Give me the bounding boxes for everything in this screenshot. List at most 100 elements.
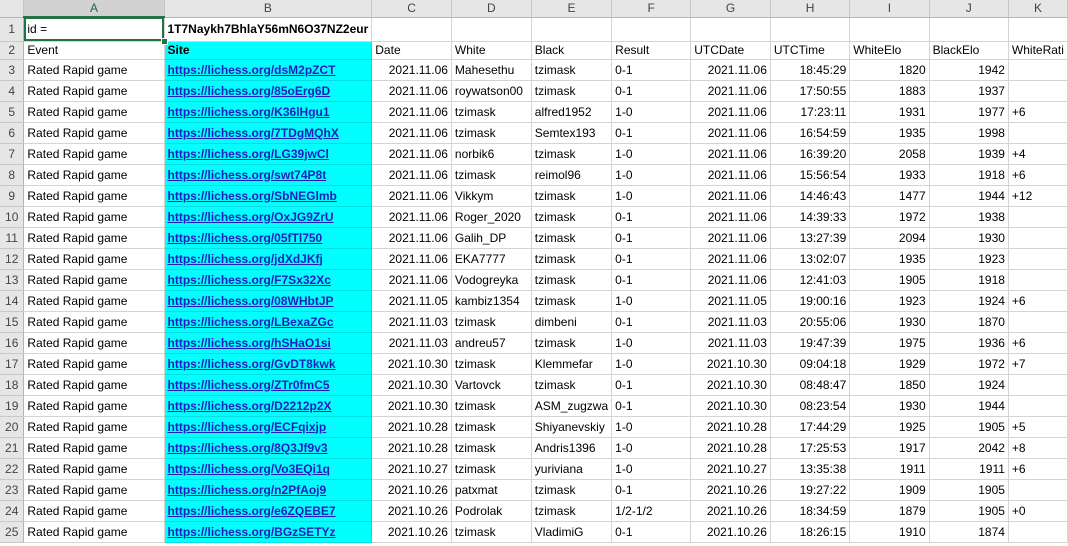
cell-b1-id-value[interactable]: 1T7Naykh7BhlaY56mN6O37NZ2eur xyxy=(164,17,373,42)
cell-white[interactable]: Vikkym xyxy=(451,185,532,207)
cell-black-elo[interactable]: 1923 xyxy=(929,248,1009,270)
cell-event[interactable]: Rated Rapid game xyxy=(23,458,165,480)
cell-black[interactable]: tzimask xyxy=(531,206,613,228)
cell-white[interactable]: norbik6 xyxy=(451,143,532,165)
cell-date[interactable]: 2021.11.06 xyxy=(371,101,452,123)
cell-white[interactable]: tzimask xyxy=(451,353,532,375)
cell-date[interactable]: 2021.11.06 xyxy=(371,59,452,81)
row-header[interactable]: 6 xyxy=(0,122,25,144)
cell-event[interactable]: Rated Rapid game xyxy=(23,311,165,333)
cell-white[interactable]: Vartovck xyxy=(451,374,532,396)
cell-result[interactable]: 1-0 xyxy=(611,458,692,480)
column-header-c[interactable]: C xyxy=(371,0,452,18)
cell-utcdate[interactable]: 2021.10.30 xyxy=(690,353,771,375)
cell-white[interactable]: roywatson00 xyxy=(451,80,532,102)
cell-utctime[interactable]: 19:00:16 xyxy=(770,290,851,312)
cell-black-elo[interactable]: 1905 xyxy=(929,416,1009,438)
cell-black[interactable]: tzimask xyxy=(531,185,613,207)
site-hyperlink[interactable]: https://lichess.org/e6ZQEBE7 xyxy=(167,503,336,518)
cell-date[interactable]: 2021.10.30 xyxy=(371,353,452,375)
cell-white-rating-diff[interactable]: +6 xyxy=(1008,164,1068,186)
cell-black[interactable]: ASM_zugzwa xyxy=(531,395,613,417)
cell-white-rating-diff[interactable]: +0 xyxy=(1008,500,1068,522)
row-header[interactable]: 9 xyxy=(0,185,25,207)
cell-utcdate[interactable]: 2021.11.06 xyxy=(690,206,771,228)
select-all-corner[interactable] xyxy=(0,0,25,18)
cell-black-elo[interactable]: 1905 xyxy=(929,479,1009,501)
row-header[interactable]: 10 xyxy=(0,206,25,228)
cell-white-rating-diff[interactable] xyxy=(1008,311,1068,333)
cell-white-rating-diff[interactable] xyxy=(1008,521,1068,543)
cell-result[interactable]: 0-1 xyxy=(611,248,692,270)
header-cell-utctime[interactable]: UTCTime xyxy=(770,41,851,60)
cell-black-elo[interactable]: 1911 xyxy=(929,458,1009,480)
cell-white-elo[interactable]: 1879 xyxy=(849,500,930,522)
row-header[interactable]: 14 xyxy=(0,290,25,312)
cell-site[interactable]: https://lichess.org/K36lHgu1 xyxy=(164,101,373,123)
cell-event[interactable]: Rated Rapid game xyxy=(23,185,165,207)
cell-result[interactable]: 1-0 xyxy=(611,164,692,186)
cell-site[interactable]: https://lichess.org/D2212p2X xyxy=(164,395,373,417)
cell-black[interactable]: Klemmefar xyxy=(531,353,613,375)
cell-utctime[interactable]: 18:26:15 xyxy=(770,521,851,543)
cell-white[interactable]: tzimask xyxy=(451,101,532,123)
fill-handle[interactable] xyxy=(161,38,168,45)
cell-white-elo[interactable]: 2058 xyxy=(849,143,930,165)
cell-white-rating-diff[interactable]: +6 xyxy=(1008,290,1068,312)
cell-site[interactable]: https://lichess.org/ZTr0fmC5 xyxy=(164,374,373,396)
cell-event[interactable]: Rated Rapid game xyxy=(23,500,165,522)
cell-white-rating-diff[interactable] xyxy=(1008,269,1068,291)
row-header[interactable]: 2 xyxy=(0,41,25,60)
cell-white[interactable]: Galih_DP xyxy=(451,227,532,249)
site-hyperlink[interactable]: https://lichess.org/8Q3Jf9v3 xyxy=(167,440,328,455)
column-header-g[interactable]: G xyxy=(690,0,771,18)
cell-black[interactable]: Shiyanevskiy xyxy=(531,416,613,438)
cell-event[interactable]: Rated Rapid game xyxy=(23,332,165,354)
site-hyperlink[interactable]: https://lichess.org/OxJG9ZrU xyxy=(167,209,334,224)
cell-event[interactable]: Rated Rapid game xyxy=(23,437,165,459)
cell-site[interactable]: https://lichess.org/85oErg6D xyxy=(164,80,373,102)
cell-utctime[interactable]: 17:23:11 xyxy=(770,101,851,123)
cell-event[interactable]: Rated Rapid game xyxy=(23,80,165,102)
row-header[interactable]: 15 xyxy=(0,311,25,333)
cell-white-rating-diff[interactable]: +6 xyxy=(1008,101,1068,123)
cell-event[interactable]: Rated Rapid game xyxy=(23,521,165,543)
cell-utctime[interactable]: 17:25:53 xyxy=(770,437,851,459)
cell-white-rating-diff[interactable] xyxy=(1008,248,1068,270)
cell-black-elo[interactable]: 2042 xyxy=(929,437,1009,459)
header-cell-date[interactable]: Date xyxy=(371,41,452,60)
cell-white-elo[interactable]: 1931 xyxy=(849,101,930,123)
row-header[interactable]: 24 xyxy=(0,500,25,522)
site-hyperlink[interactable]: https://lichess.org/D2212p2X xyxy=(167,398,332,413)
cell-event[interactable]: Rated Rapid game xyxy=(23,479,165,501)
cell-date[interactable]: 2021.11.03 xyxy=(371,332,452,354)
row-header[interactable]: 8 xyxy=(0,164,25,186)
cell-white[interactable]: patxmat xyxy=(451,479,532,501)
cell-white-elo[interactable]: 1972 xyxy=(849,206,930,228)
cell-black[interactable]: tzimask xyxy=(531,248,613,270)
cell-utcdate[interactable]: 2021.10.27 xyxy=(690,458,771,480)
cell-white-rating-diff[interactable] xyxy=(1008,80,1068,102)
header-cell-utcdate[interactable]: UTCDate xyxy=(690,41,771,60)
cell-black-elo[interactable]: 1924 xyxy=(929,374,1009,396)
cell-utcdate[interactable]: 2021.10.26 xyxy=(690,479,771,501)
column-header-i[interactable]: I xyxy=(849,0,930,18)
cell-utcdate[interactable]: 2021.10.28 xyxy=(690,437,771,459)
row-header[interactable]: 25 xyxy=(0,521,25,543)
cell[interactable] xyxy=(531,17,613,42)
header-cell-whiteratingdiff[interactable]: WhiteRati xyxy=(1008,41,1068,60)
cell-black-elo[interactable]: 1905 xyxy=(929,500,1009,522)
cell-date[interactable]: 2021.10.27 xyxy=(371,458,452,480)
cell-site[interactable]: https://lichess.org/08WHbtJP xyxy=(164,290,373,312)
cell-event[interactable]: Rated Rapid game xyxy=(23,143,165,165)
cell-black-elo[interactable]: 1870 xyxy=(929,311,1009,333)
cell-white[interactable]: tzimask xyxy=(451,311,532,333)
cell-white-elo[interactable]: 1935 xyxy=(849,122,930,144)
cell-utcdate[interactable]: 2021.10.26 xyxy=(690,500,771,522)
cell-result[interactable]: 1-0 xyxy=(611,332,692,354)
cell[interactable] xyxy=(929,17,1009,42)
cell-white-elo[interactable]: 1933 xyxy=(849,164,930,186)
row-header[interactable]: 7 xyxy=(0,143,25,165)
cell-black-elo[interactable]: 1938 xyxy=(929,206,1009,228)
cell-utctime[interactable]: 12:41:03 xyxy=(770,269,851,291)
